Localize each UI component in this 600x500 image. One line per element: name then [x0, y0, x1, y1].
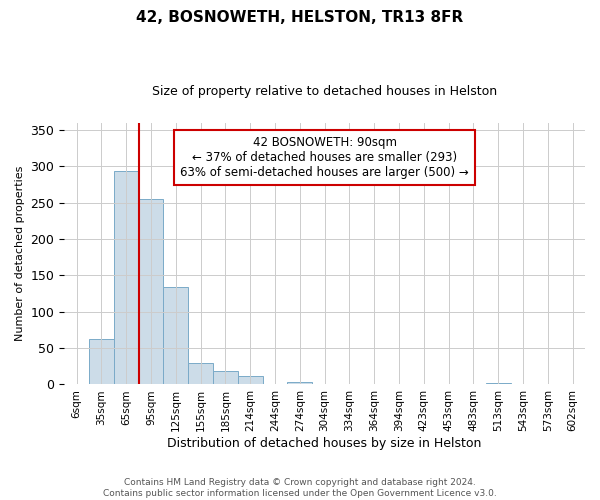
Title: Size of property relative to detached houses in Helston: Size of property relative to detached ho…	[152, 85, 497, 98]
Y-axis label: Number of detached properties: Number of detached properties	[15, 166, 25, 342]
Bar	[287, 382, 312, 384]
X-axis label: Distribution of detached houses by size in Helston: Distribution of detached houses by size …	[167, 437, 482, 450]
Text: Contains HM Land Registry data © Crown copyright and database right 2024.
Contai: Contains HM Land Registry data © Crown c…	[103, 478, 497, 498]
Bar	[139, 199, 163, 384]
Bar	[486, 383, 511, 384]
Text: 42, BOSNOWETH, HELSTON, TR13 8FR: 42, BOSNOWETH, HELSTON, TR13 8FR	[136, 10, 464, 25]
Bar	[238, 376, 263, 384]
Bar	[163, 287, 188, 384]
Bar	[213, 372, 238, 384]
Text: 42 BOSNOWETH: 90sqm
← 37% of detached houses are smaller (293)
63% of semi-detac: 42 BOSNOWETH: 90sqm ← 37% of detached ho…	[180, 136, 469, 179]
Bar	[188, 362, 213, 384]
Bar	[89, 340, 114, 384]
Bar	[114, 172, 139, 384]
